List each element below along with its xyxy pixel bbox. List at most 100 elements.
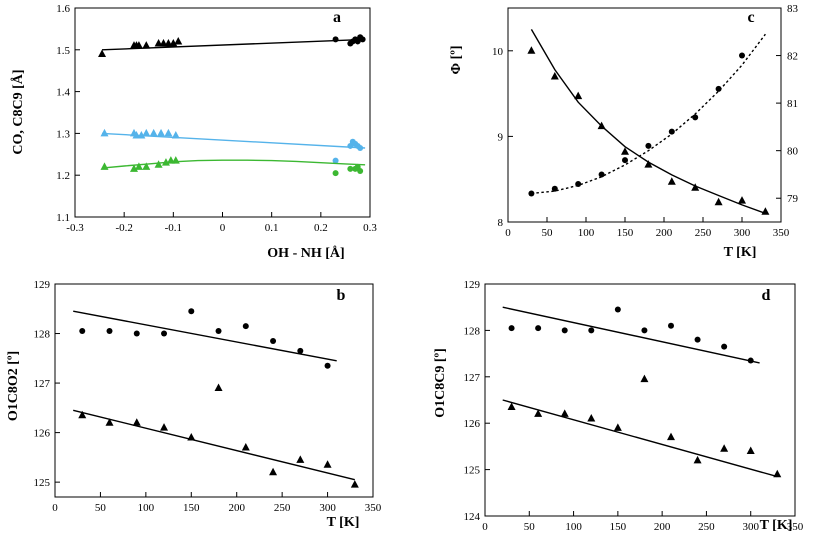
- triangle-marker: [142, 41, 151, 49]
- panel-d: 0 50 100 150 200 250 300 350 124 125 126 127 128 129 T…: [433, 279, 804, 533]
- x-tick-label: 0: [482, 521, 488, 533]
- x-tick-label: 300: [742, 521, 759, 533]
- x-tick-label: 100: [565, 521, 582, 533]
- fit-line: [530, 29, 766, 215]
- circle-marker: [692, 114, 699, 121]
- x-axis-label: OH - NH [Å]: [267, 245, 344, 261]
- triangle-marker: [142, 128, 151, 137]
- x-tick-label: 350: [773, 227, 790, 239]
- y-tick-label: 126: [464, 418, 481, 430]
- triangle-marker: [105, 418, 114, 426]
- circle-marker: [694, 336, 701, 343]
- triangle-marker: [644, 160, 653, 168]
- y-tick-label: 125: [464, 465, 481, 477]
- panel-label: c: [747, 9, 754, 26]
- fit-line: [73, 310, 337, 362]
- triangle-marker: [296, 455, 305, 463]
- triangle-marker: [134, 41, 143, 49]
- triangle-marker: [693, 455, 702, 464]
- panel-a: -0.3 -0.2 -0.1 0 0.1 0.2 0.3 1.1 1.2 1.3 1.4 1.5 1.6…: [10, 3, 377, 261]
- triangle-marker: [269, 467, 278, 476]
- triangle-marker: [560, 409, 569, 417]
- x-tick-label: 350: [787, 521, 804, 533]
- x-tick-label: 50: [542, 227, 554, 239]
- triangle-marker: [137, 130, 146, 139]
- triangle-marker: [640, 374, 649, 383]
- right-y-tick-label: 80: [787, 146, 799, 158]
- triangle-marker: [241, 442, 250, 451]
- x-tick-label: 0: [52, 502, 58, 514]
- y-tick-label: 125: [34, 477, 51, 489]
- circle-marker: [561, 327, 568, 334]
- triangle-marker: [171, 130, 180, 139]
- y-tick-label: 129: [464, 279, 481, 291]
- fit-line: [502, 399, 778, 478]
- x-tick-label: 100: [578, 227, 595, 239]
- triangle-marker: [691, 183, 700, 191]
- triangle-marker: [214, 383, 223, 392]
- circle-marker: [106, 328, 113, 335]
- plot-frame: [74, 7, 371, 218]
- triangle-marker: [507, 402, 516, 410]
- circle-marker: [739, 52, 745, 59]
- triangle-marker: [350, 480, 359, 488]
- circle-marker: [133, 330, 140, 337]
- panel-label: b: [337, 287, 346, 304]
- triangle-marker: [587, 414, 596, 422]
- triangle-marker: [142, 162, 151, 170]
- plot-frame: [54, 283, 374, 498]
- fit-line: [73, 409, 355, 481]
- circle-marker: [357, 168, 364, 175]
- right-y-tick-label: 79: [787, 193, 799, 205]
- y-tick-label: 10: [492, 46, 504, 58]
- triangle-marker: [154, 160, 163, 168]
- x-tick-label: 200: [654, 521, 671, 533]
- triangle-marker: [714, 197, 723, 206]
- triangle-marker: [773, 469, 782, 478]
- panel-c: 0 50 100 150 200 250 300 350 8 9 10 79 80 81 82 83 T [K]…: [449, 3, 799, 260]
- triangle-marker: [171, 156, 180, 164]
- triangle-marker: [157, 128, 166, 137]
- circle-marker: [598, 171, 605, 178]
- triangle-marker: [574, 91, 583, 100]
- plot-frame: [484, 283, 796, 517]
- right-y-tick-label: 81: [787, 98, 798, 110]
- triangle-marker: [100, 162, 109, 170]
- triangle-marker: [169, 39, 178, 47]
- circle-marker: [645, 142, 652, 149]
- triangle-marker: [667, 432, 675, 441]
- panel-b: 0 50 100 150 200 250 300 350 125 126 127 128 129 T [K…: [6, 279, 382, 530]
- x-tick-label: 350: [365, 502, 382, 514]
- y-tick-label: 128: [464, 325, 481, 337]
- triangle-marker: [98, 49, 107, 57]
- y-tick-label: 127: [34, 378, 51, 390]
- x-tick-label: 50: [95, 502, 107, 514]
- circle-marker: [332, 157, 339, 164]
- x-tick-label: 150: [610, 521, 627, 533]
- x-tick-label: 250: [274, 502, 291, 514]
- triangle-marker: [130, 164, 138, 172]
- y-tick-label: 1.1: [56, 212, 70, 224]
- triangle-marker: [597, 121, 606, 130]
- y-tick-label: 1.4: [56, 87, 70, 99]
- triangle-marker: [161, 158, 170, 166]
- circle-marker: [215, 328, 222, 335]
- triangle-marker: [746, 446, 755, 455]
- x-tick-label: 0: [220, 222, 226, 234]
- x-tick-label: 300: [734, 227, 751, 239]
- triangle-marker: [621, 147, 629, 155]
- triangle-marker: [527, 46, 536, 54]
- x-tick-label: 0.1: [265, 222, 279, 234]
- right-y-tick-label: 82: [787, 51, 798, 63]
- triangle-marker: [613, 423, 622, 431]
- x-tick-label: 250: [695, 227, 712, 239]
- y-tick-label: 124: [464, 511, 481, 523]
- y-tick-label: 1.6: [56, 3, 70, 15]
- x-tick-label: 50: [524, 521, 536, 533]
- x-tick-label: 0.3: [363, 222, 377, 234]
- plot-frame: [507, 7, 782, 223]
- circle-marker: [668, 128, 675, 135]
- x-tick-label: 150: [183, 502, 200, 514]
- x-axis-label: T [K]: [724, 245, 757, 260]
- triangle-marker: [720, 444, 729, 452]
